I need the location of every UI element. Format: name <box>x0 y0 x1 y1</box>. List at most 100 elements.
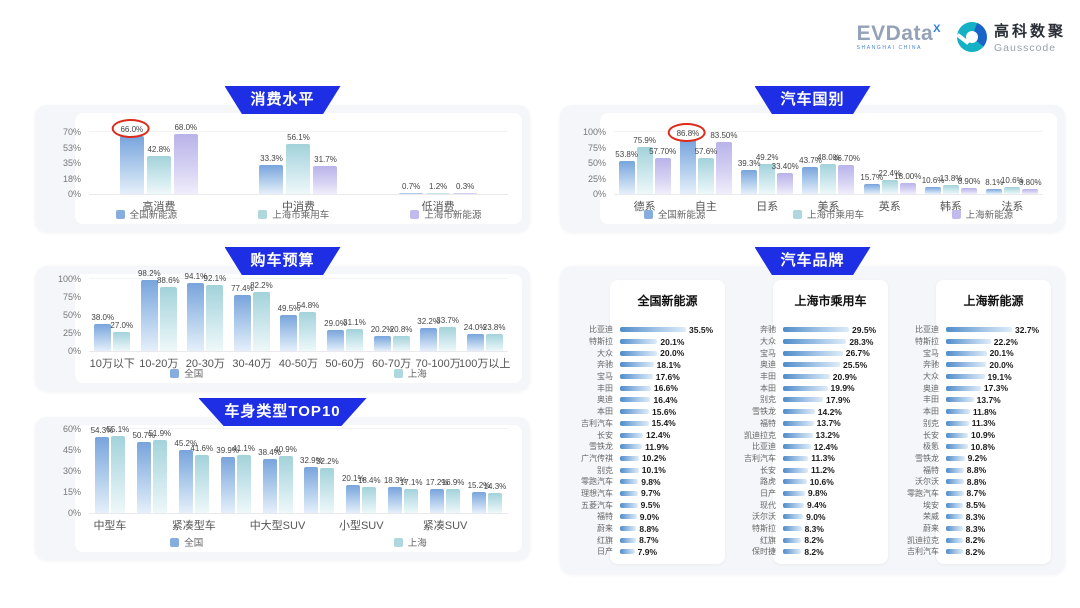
bar-value-label: 77.4% <box>231 284 254 294</box>
legend-label: 上海新能源 <box>965 210 1014 221</box>
bar: 18.3% <box>384 476 407 513</box>
brand-row: 广汽传祺 10.2% <box>565 453 721 465</box>
bar: 32.2% <box>316 457 339 513</box>
brand-rows: 比亚迪 35.5% 特斯拉 20.1% 大众 20.0% 奔驰 18.1% 宝马 17.6% 丰田 1… <box>565 324 721 558</box>
bar-group: 39.9% 41.1% <box>216 429 255 513</box>
bar: 40.9% <box>274 445 297 513</box>
bar: 50.7% <box>132 431 155 513</box>
brand-rows: 比亚迪 32.7% 特斯拉 22.2% 宝马 20.1% 奔驰 20.0% 大众 19.1% 奥迪 1… <box>891 324 1047 558</box>
brand-name: 广汽传祺 <box>581 453 613 463</box>
bar: 43.7% <box>799 156 822 194</box>
brand-name: 福特 <box>760 418 776 428</box>
brand-row: 比亚迪 32.7% <box>891 324 1047 336</box>
brand-name: 本田 <box>597 407 613 417</box>
brand-bar <box>783 526 802 532</box>
chart-country: 100% 75% 50% 25% 0% 53.8% 75.9% 57.70% 德系 86.8% 57… <box>583 113 1057 224</box>
brand-row: 大众 20.0% <box>565 347 721 359</box>
brand-name: 福特 <box>923 465 939 475</box>
gausscode-logo: 高科数聚 Gausscode <box>956 20 1066 54</box>
brand-row: 五菱汽车 9.5% <box>565 499 721 511</box>
brand-row: 奔驰 20.0% <box>891 359 1047 371</box>
circled-value-annotation: 66.0% <box>111 118 149 138</box>
brand-value: 10.2% <box>641 453 667 464</box>
bar-value-label: 68.0% <box>174 122 198 132</box>
category-label: 低消费 <box>421 201 455 213</box>
brand-bar <box>783 339 847 345</box>
y-axis-tick: 75% <box>62 292 81 302</box>
brand-value: 12.4% <box>646 430 671 441</box>
bar-value-label: 10.6% <box>921 176 945 186</box>
brand-bar <box>620 514 637 520</box>
brand-bar <box>783 490 805 496</box>
bar: 10.6% <box>1001 176 1024 194</box>
bar-value-label: 51.9% <box>148 429 172 439</box>
bar-value-label: 57.6% <box>694 147 718 157</box>
bar-value-label: 45.2% <box>174 438 198 448</box>
bar-value-label: 38.0% <box>91 312 115 322</box>
brand-bar <box>946 339 991 345</box>
brand-bar <box>620 455 639 461</box>
y-axis-tick: 0% <box>67 508 81 518</box>
bar: 31.7% <box>313 155 338 194</box>
brand-bar <box>783 327 849 333</box>
brand-value: 19.9% <box>830 383 855 394</box>
plot-area: 70% 53% 35% 18% 0% 66.0% 42.8% 68.0% 高消费 33.3% 56.… <box>63 118 508 213</box>
bar-value-label: 20.2% <box>370 325 394 335</box>
brand-name: 日产 <box>597 547 613 557</box>
brand-name: 吉利汽车 <box>744 453 776 463</box>
brand-row: 别克 10.1% <box>565 464 721 476</box>
legend-item: 全国 <box>170 366 203 380</box>
panel-country: 汽车国别 100% 75% 50% 25% 0% 53.8% 75.9% 57.70% 德系 86… <box>560 86 1065 246</box>
category-label: 美系 <box>817 201 840 213</box>
category-label: 中大型SUV <box>249 520 306 532</box>
bar: 33.3% <box>259 154 284 194</box>
brand-name: 沃尔沃 <box>752 512 776 522</box>
y-axis-tick: 0% <box>592 189 606 199</box>
bar-value-label: 40.9% <box>274 444 297 454</box>
legend-label: 上海市乘用车 <box>806 210 864 221</box>
legend-swatch <box>951 209 961 219</box>
y-axis-tick: 50% <box>62 310 81 320</box>
bar-value-label: 50.7% <box>132 431 156 441</box>
bar: 0.7% <box>399 182 424 194</box>
brand-value: 14.2% <box>817 406 842 417</box>
brand-row: 比亚迪 35.5% <box>565 324 721 336</box>
brand-rows: 奔驰 29.5% 大众 28.3% 宝马 26.7% 奥迪 25.5% 丰田 20.9% 本田 19.… <box>728 324 884 558</box>
brand-bar <box>783 537 802 543</box>
brand-row: 吉利汽车 11.3% <box>728 453 884 465</box>
brand-name: 五菱汽车 <box>581 500 613 510</box>
legend-label: 上海市新能源 <box>424 210 482 221</box>
brand-name: 特斯拉 <box>589 337 613 347</box>
brand-bar <box>946 397 974 403</box>
brand-bar <box>946 327 1012 333</box>
y-axis-tick: 60% <box>62 424 81 434</box>
bar: 86.8% <box>667 123 705 194</box>
bar-value-label: 29.0% <box>324 319 347 329</box>
brand-value: 17.6% <box>655 371 680 382</box>
bar: 33.40% <box>772 162 799 194</box>
category-label: 10万以下 <box>89 358 135 370</box>
brand-value: 22.2% <box>993 336 1018 347</box>
y-axis-tick: 50% <box>587 158 606 168</box>
brand-value: 9.7% <box>641 488 661 499</box>
brand-row: 极氪 10.8% <box>891 441 1047 453</box>
legend-label: 上海 <box>407 538 427 549</box>
brand-bar <box>620 339 658 345</box>
bar-value-label: 27.0% <box>110 320 134 330</box>
brand-name: 雪铁龙 <box>589 442 613 452</box>
brand-value: 19.1% <box>987 371 1012 382</box>
plot-area: 60% 45% 30% 15% 0% 54.3% 55.1% 中型车 50.7% 51.9% 45.… <box>63 424 508 532</box>
bar: 98.2% <box>138 269 161 351</box>
bar-value-label: 39.3% <box>737 158 761 168</box>
bar-value-label: 41.6% <box>190 443 214 453</box>
brand-bar <box>620 549 635 555</box>
bar: 54.8% <box>297 301 319 351</box>
circled-value-annotation: 86.8% <box>667 123 705 143</box>
bar: 17.1% <box>400 478 423 513</box>
bar-group: 0.7% 1.2% 0.3% 低消费 <box>399 132 478 213</box>
brand-row: 奔驰 18.1% <box>565 359 721 371</box>
bar-value-label: 32.9% <box>300 455 323 465</box>
bar: 54.3% <box>91 426 113 513</box>
brand-value: 7.9% <box>637 546 658 557</box>
brand-bar <box>946 385 981 391</box>
